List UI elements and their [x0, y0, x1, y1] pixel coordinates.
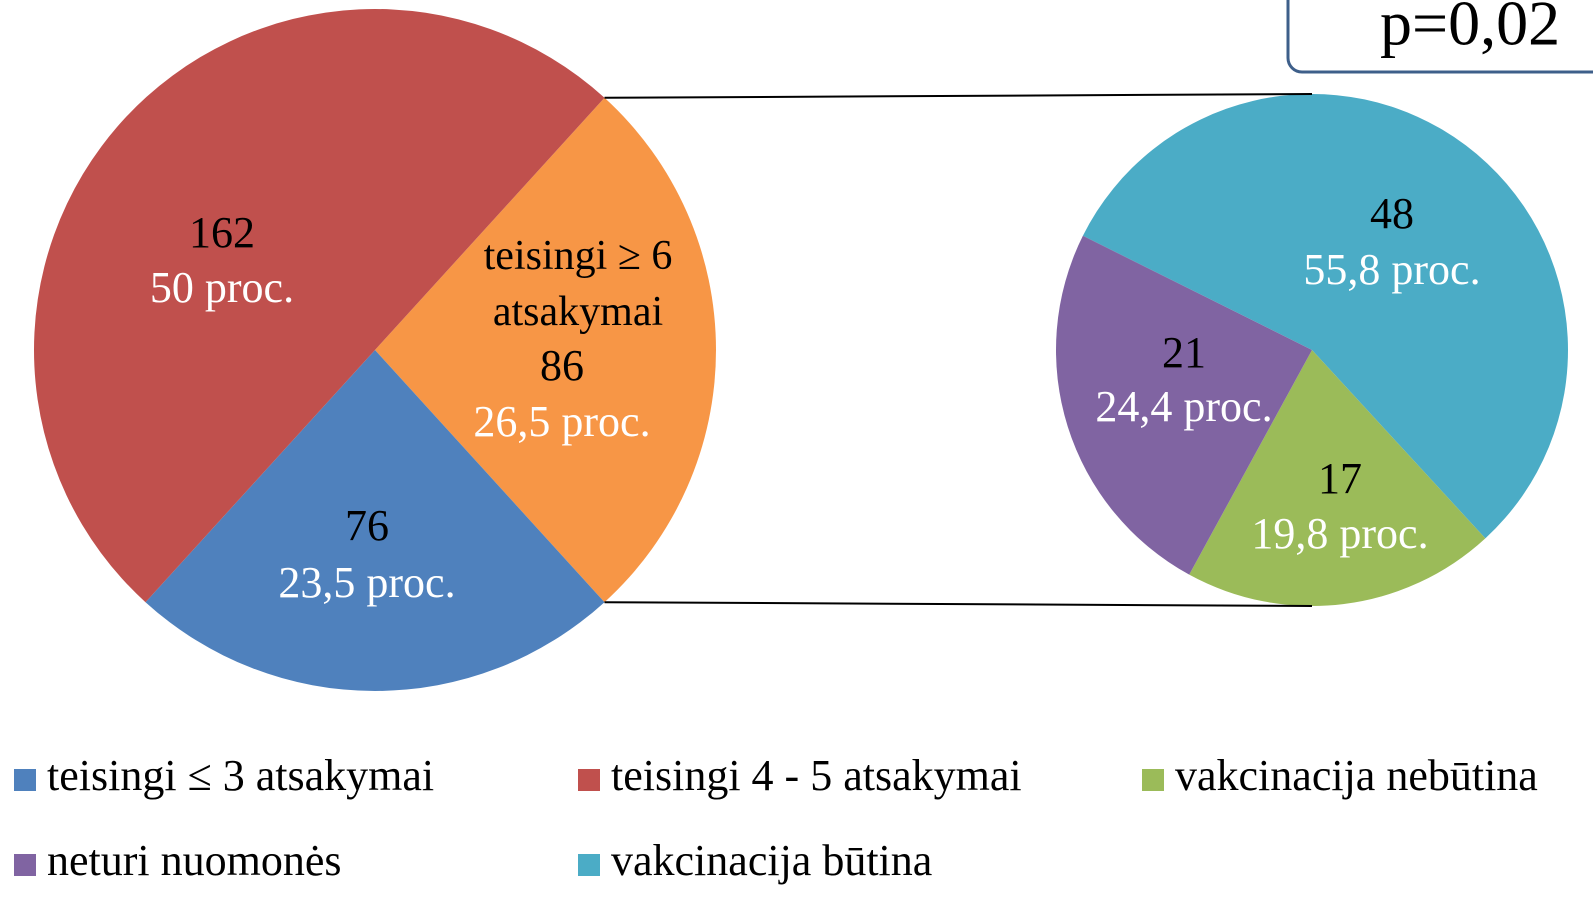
legend-swatch	[578, 854, 600, 876]
annotation-box	[1286, 0, 1593, 74]
pie-slice	[1189, 350, 1486, 607]
annotation: p=0,02	[1380, 0, 1560, 59]
pie-slice	[34, 8, 605, 603]
slice-percent: 24,4 proc.	[1095, 382, 1272, 431]
slice-percent: 23,5 proc.	[278, 558, 455, 607]
slice-percent: 50 proc.	[150, 263, 294, 312]
legend-label: teisingi 4 - 5 atsakymai	[611, 751, 1022, 800]
slice-count: 48	[1370, 189, 1414, 238]
pie-slice	[375, 97, 716, 603]
legend-label: teisingi ≤ 3 atsakymai	[47, 751, 434, 800]
connector-line	[604, 93, 1313, 99]
legend-swatch	[14, 854, 36, 876]
legend-label: vakcinacija būtina	[611, 836, 932, 885]
pie-slice	[145, 350, 605, 691]
slice-percent: 26,5 proc.	[473, 397, 650, 446]
pie-slice	[1082, 94, 1568, 539]
legend-label: vakcinacija nebūtina	[1175, 751, 1538, 800]
legend-swatch	[578, 769, 600, 791]
slice-percent: 55,8 proc.	[1303, 245, 1480, 294]
legend-label: neturi nuomonės	[47, 836, 342, 885]
legend-swatch	[14, 769, 36, 791]
slice-name: teisingi ≥ 6 atsakymai	[483, 233, 673, 335]
slice-count: 76	[345, 501, 389, 550]
slice-percent: 19,8 proc.	[1251, 509, 1428, 558]
slice-count: 162	[189, 208, 255, 257]
slice-count: 21	[1162, 328, 1206, 377]
connector-line	[604, 601, 1313, 607]
slice-count: 17	[1318, 454, 1362, 503]
slice-count: 86	[540, 341, 584, 390]
pie-slice	[1055, 235, 1312, 575]
slice-name-box: teisingi ≥ 6 atsakymai	[483, 233, 673, 335]
legend-swatch	[1142, 769, 1164, 791]
